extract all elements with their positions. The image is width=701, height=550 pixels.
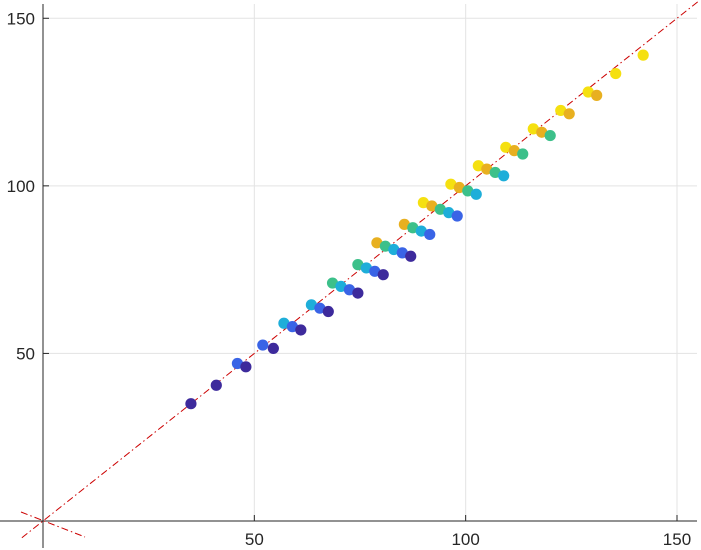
data-point [286, 321, 298, 333]
data-point [443, 207, 455, 219]
data-point [210, 379, 222, 391]
origin-cross-line [20, 511, 86, 538]
data-point [407, 222, 419, 234]
data-point [500, 141, 512, 153]
x-tick-label: 150 [663, 530, 691, 549]
data-point [508, 145, 520, 157]
data-point [335, 280, 347, 292]
data-point [424, 228, 436, 241]
data-point [326, 277, 339, 289]
data-point [322, 305, 334, 318]
data-point [434, 203, 446, 215]
data-point [536, 126, 548, 138]
data-point [489, 166, 501, 179]
data-point [257, 339, 269, 351]
grid-lines [43, 4, 697, 521]
data-point [582, 86, 594, 98]
data-point [377, 269, 389, 281]
data-point [498, 170, 510, 182]
data-point [544, 129, 556, 142]
data-point [398, 218, 410, 230]
data-point [426, 200, 438, 212]
data-point [396, 247, 408, 259]
data-point [591, 89, 603, 101]
data-point [453, 181, 465, 194]
data-point [352, 287, 364, 299]
data-point [445, 178, 457, 190]
data-point [610, 67, 622, 80]
data-point [451, 210, 463, 222]
data-point [352, 259, 364, 271]
data-point [295, 324, 307, 336]
data-points [185, 49, 649, 410]
data-point [267, 342, 279, 354]
data-point [462, 185, 474, 197]
data-point [278, 317, 290, 329]
data-point [314, 302, 326, 314]
data-point [369, 265, 381, 277]
data-point [360, 262, 372, 274]
data-point [555, 104, 567, 117]
data-point [517, 148, 529, 160]
y-tick-label: 50 [16, 344, 35, 363]
data-point [240, 361, 252, 373]
data-point [563, 108, 575, 120]
data-point [305, 299, 317, 311]
data-point [405, 250, 417, 262]
data-point [343, 284, 356, 296]
tick-labels: 50 100 150 50 100 150 [7, 9, 692, 549]
x-tick-label: 50 [245, 530, 264, 549]
data-point [481, 163, 493, 175]
x-tick-label: 100 [451, 530, 479, 549]
y-tick-label: 100 [7, 177, 35, 196]
data-point [527, 123, 539, 135]
data-point [231, 357, 244, 370]
data-point [388, 243, 400, 256]
data-point [371, 237, 383, 249]
y-tick-label: 150 [7, 9, 35, 28]
data-point [379, 240, 391, 252]
data-point [417, 197, 429, 209]
data-point [470, 188, 482, 200]
axes [0, 4, 697, 548]
data-point [185, 398, 197, 410]
data-point [415, 225, 427, 237]
data-point [472, 160, 484, 172]
data-point [637, 49, 649, 61]
